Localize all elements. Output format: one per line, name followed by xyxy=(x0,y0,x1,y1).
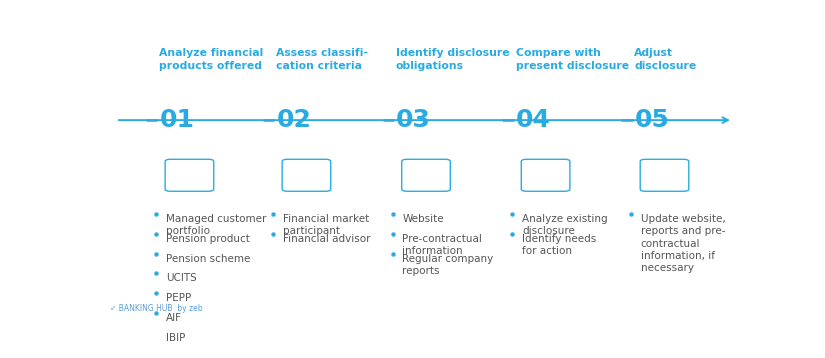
Text: Regular company
reports: Regular company reports xyxy=(403,253,493,276)
Text: 05: 05 xyxy=(634,108,669,132)
Text: Compare with
present disclosure: Compare with present disclosure xyxy=(516,48,629,71)
Text: Managed customer
portfolio: Managed customer portfolio xyxy=(166,214,266,236)
Text: Website: Website xyxy=(403,214,444,224)
Text: Identify needs
for action: Identify needs for action xyxy=(522,234,596,256)
Text: 04: 04 xyxy=(516,108,550,132)
Text: Analyze existing
disclosure: Analyze existing disclosure xyxy=(522,214,607,236)
Text: Pre-contractual
information: Pre-contractual information xyxy=(403,234,483,256)
Text: ✓ BANKING HUB  by zeb: ✓ BANKING HUB by zeb xyxy=(110,304,202,313)
Text: Adjust
disclosure: Adjust disclosure xyxy=(634,48,696,71)
Text: Pension product: Pension product xyxy=(166,234,250,244)
Text: Financial market
participant: Financial market participant xyxy=(283,214,369,236)
Text: Analyze financial
products offered: Analyze financial products offered xyxy=(159,48,264,71)
Text: Financial advisor: Financial advisor xyxy=(283,234,370,244)
Text: 03: 03 xyxy=(396,108,431,132)
Text: IBIP: IBIP xyxy=(166,333,185,343)
Text: Pension scheme: Pension scheme xyxy=(166,253,250,263)
Text: UCITS: UCITS xyxy=(166,274,196,284)
Text: Assess classifi-
cation criteria: Assess classifi- cation criteria xyxy=(276,48,369,71)
Text: Identify disclosure
obligations: Identify disclosure obligations xyxy=(396,48,510,71)
Text: 02: 02 xyxy=(276,108,311,132)
Text: AIF: AIF xyxy=(166,313,182,323)
Text: PEPP: PEPP xyxy=(166,293,191,303)
Text: 01: 01 xyxy=(159,108,195,132)
Text: Update website,
reports and pre-
contractual
information, if
necessary: Update website, reports and pre- contrac… xyxy=(641,214,726,274)
